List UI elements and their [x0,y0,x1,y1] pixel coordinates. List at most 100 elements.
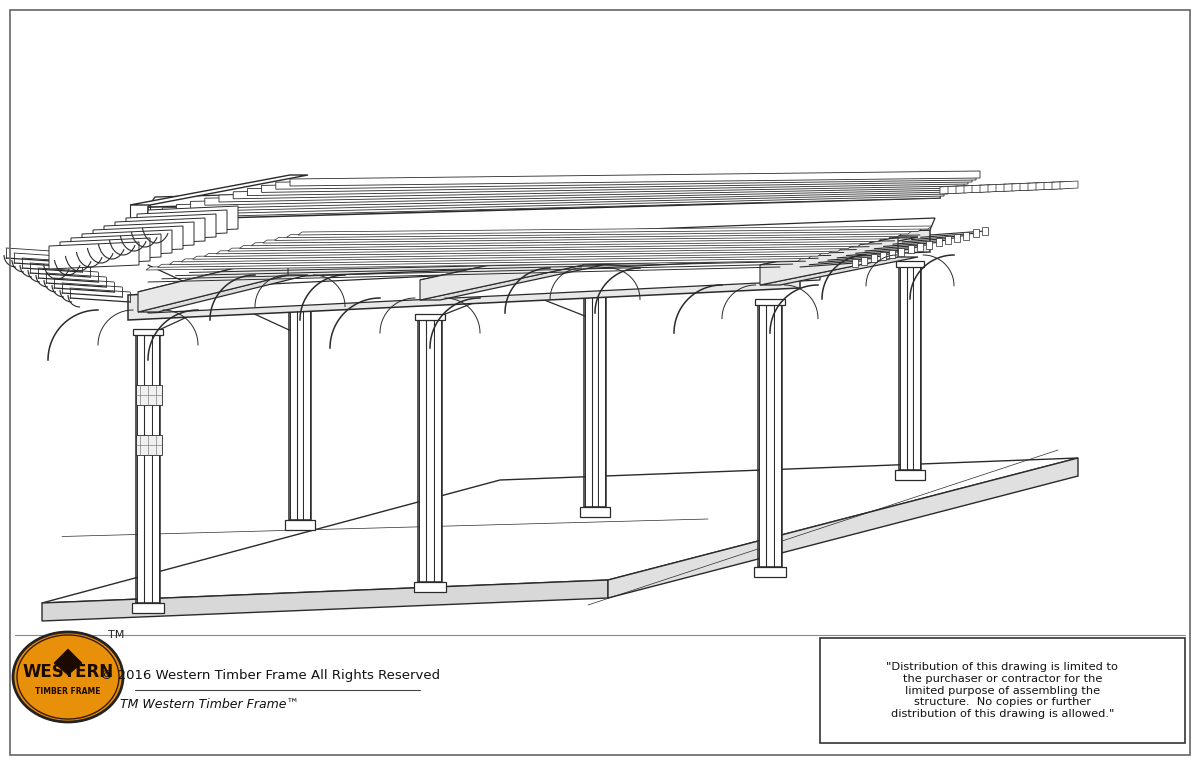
Polygon shape [852,259,858,267]
Polygon shape [586,290,592,507]
Polygon shape [880,252,886,260]
Polygon shape [262,175,972,193]
Polygon shape [420,245,604,280]
Polygon shape [1020,183,1038,190]
Polygon shape [996,184,1014,192]
Polygon shape [54,649,82,675]
Polygon shape [138,255,308,292]
Polygon shape [290,297,298,520]
Polygon shape [896,261,924,267]
Polygon shape [917,243,923,251]
Polygon shape [870,255,876,262]
Polygon shape [146,258,802,270]
Text: TM Western Timber Frame™: TM Western Timber Frame™ [120,698,300,711]
Polygon shape [774,305,781,567]
Polygon shape [760,237,918,265]
Text: © 2016 Western Timber Frame All Rights Reserved: © 2016 Western Timber Frame All Rights R… [100,669,440,682]
Text: WESTERN: WESTERN [23,663,114,681]
Polygon shape [286,291,314,297]
Polygon shape [948,186,966,194]
Polygon shape [204,246,852,256]
Polygon shape [115,218,205,245]
Polygon shape [415,314,445,320]
Polygon shape [42,580,608,621]
Polygon shape [592,290,598,507]
Polygon shape [228,241,872,251]
Polygon shape [1044,181,1062,190]
Polygon shape [1004,184,1022,191]
Polygon shape [148,175,948,207]
Polygon shape [220,181,960,202]
Polygon shape [132,603,164,613]
Polygon shape [60,238,150,265]
Polygon shape [956,185,974,194]
Polygon shape [944,236,950,244]
Polygon shape [954,234,960,242]
Polygon shape [276,173,976,189]
Polygon shape [148,191,940,218]
Polygon shape [157,256,812,267]
Polygon shape [580,507,610,517]
Polygon shape [900,267,907,470]
Polygon shape [936,239,942,246]
Polygon shape [426,320,434,582]
Polygon shape [598,290,605,507]
Polygon shape [278,230,930,277]
Polygon shape [126,214,216,241]
Polygon shape [233,179,964,199]
Polygon shape [152,335,158,603]
Polygon shape [895,470,925,480]
Text: TM: TM [108,630,124,640]
Polygon shape [193,248,842,259]
Polygon shape [1060,181,1078,189]
Polygon shape [130,175,308,205]
Polygon shape [862,257,868,265]
Polygon shape [982,227,988,235]
Polygon shape [82,230,172,257]
Polygon shape [136,385,162,405]
Polygon shape [1036,182,1054,190]
Polygon shape [104,222,194,249]
Polygon shape [169,253,822,265]
Polygon shape [94,226,182,253]
Polygon shape [980,184,998,192]
Polygon shape [988,184,1006,192]
Polygon shape [162,189,944,215]
Text: TIMBER FRAME: TIMBER FRAME [35,686,101,695]
Polygon shape [1028,182,1046,190]
Polygon shape [755,299,785,305]
Polygon shape [133,329,163,335]
Polygon shape [608,458,1078,598]
Polygon shape [907,246,913,253]
Polygon shape [148,257,820,313]
Polygon shape [136,435,162,455]
Polygon shape [899,248,905,256]
Polygon shape [251,236,892,246]
Polygon shape [42,458,1078,603]
Polygon shape [419,320,426,582]
Text: "Distribution of this drawing is limited to
the purchaser or contractor for the
: "Distribution of this drawing is limited… [887,662,1118,718]
Polygon shape [290,171,980,186]
Polygon shape [414,582,446,592]
Polygon shape [940,186,958,194]
Polygon shape [420,245,583,300]
Polygon shape [144,335,152,603]
Polygon shape [889,250,895,258]
Polygon shape [205,183,956,205]
Polygon shape [191,185,952,208]
Polygon shape [148,185,940,220]
Polygon shape [130,189,308,219]
Polygon shape [128,263,800,320]
Polygon shape [181,251,832,262]
Polygon shape [298,297,302,520]
Polygon shape [137,335,144,603]
Ellipse shape [13,632,124,722]
Polygon shape [754,567,786,577]
Polygon shape [760,305,766,567]
Polygon shape [1052,181,1070,189]
Polygon shape [820,638,1186,743]
Polygon shape [138,255,288,312]
Polygon shape [581,284,610,290]
Polygon shape [913,267,920,470]
Polygon shape [148,206,238,233]
